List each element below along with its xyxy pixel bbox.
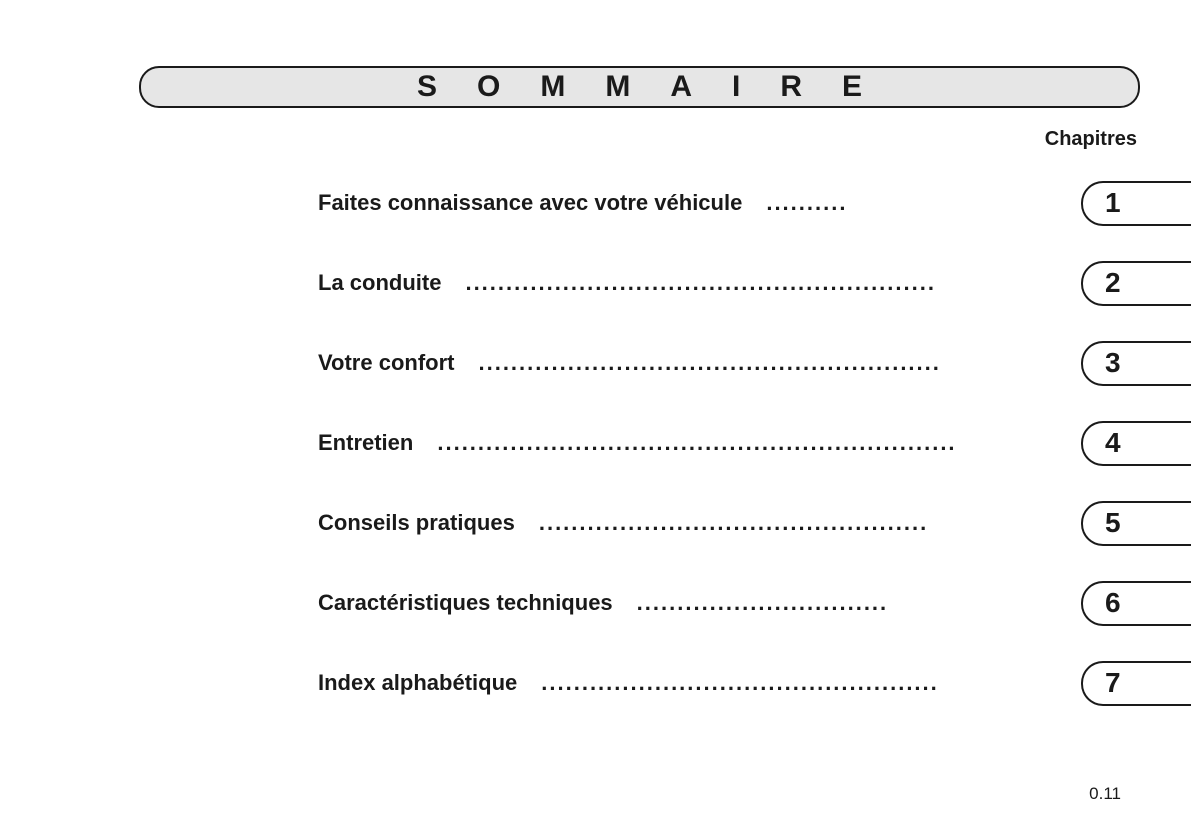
toc-item-label: Conseils pratiques: [318, 510, 539, 536]
toc-leader-dots: ..........: [766, 190, 991, 216]
chapter-number: 1: [1105, 187, 1121, 219]
toc-leader-dots: ........................................…: [539, 510, 991, 536]
toc-item-label: Caractéristiques techniques: [318, 590, 637, 616]
toc-item-label: Index alphabétique: [318, 670, 541, 696]
chapter-number: 2: [1105, 267, 1121, 299]
toc-leader-dots: ........................................…: [465, 270, 991, 296]
chapter-tab: 3: [1081, 341, 1191, 386]
toc-leader-dots: ........................................…: [437, 430, 991, 456]
title-bar: SOMMAIRE: [139, 66, 1140, 108]
chapter-tab: 2: [1081, 261, 1191, 306]
chapter-number: 7: [1105, 667, 1121, 699]
toc-item-label: Votre confort: [318, 350, 478, 376]
page-title: SOMMAIRE: [377, 70, 902, 104]
toc-item-label: Faites connaissance avec votre véhicule: [318, 190, 766, 216]
chapter-tab: 1: [1081, 181, 1191, 226]
toc-item-label: Entretien: [318, 430, 437, 456]
chapters-heading: Chapitres: [1045, 128, 1137, 151]
page-number: 0.11: [1089, 784, 1121, 804]
toc-row: Caractéristiques techniques ............…: [318, 578, 1137, 628]
toc-row: Index alphabétique .....................…: [318, 658, 1137, 708]
chapter-number: 5: [1105, 507, 1121, 539]
toc-row: Entretien ..............................…: [318, 418, 1137, 468]
toc-item-label: La conduite: [318, 270, 465, 296]
toc-row: Conseils pratiques .....................…: [318, 498, 1137, 548]
toc-row: La conduite ............................…: [318, 258, 1137, 308]
chapter-number: 4: [1105, 427, 1121, 459]
toc-leader-dots: ........................................…: [478, 350, 991, 376]
chapter-tab: 7: [1081, 661, 1191, 706]
table-of-contents: Faites connaissance avec votre véhicule …: [318, 178, 1137, 738]
toc-leader-dots: ...............................: [637, 590, 991, 616]
chapter-tab: 6: [1081, 581, 1191, 626]
chapter-number: 6: [1105, 587, 1121, 619]
chapter-tab: 5: [1081, 501, 1191, 546]
chapter-number: 3: [1105, 347, 1121, 379]
toc-leader-dots: ........................................…: [541, 670, 991, 696]
toc-row: Votre confort ..........................…: [318, 338, 1137, 388]
toc-row: Faites connaissance avec votre véhicule …: [318, 178, 1137, 228]
chapter-tab: 4: [1081, 421, 1191, 466]
